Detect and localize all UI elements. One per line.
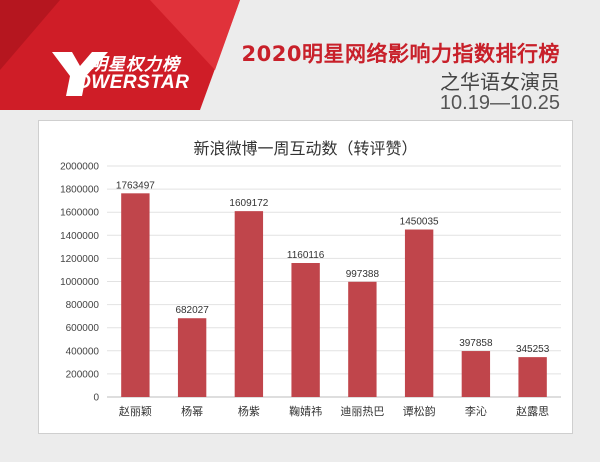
page-title: 2020明星网络影响力指数排行榜	[241, 42, 560, 66]
x-tick-label: 李沁	[465, 404, 487, 418]
y-tick-label: 1800000	[60, 185, 99, 196]
chart-title: 新浪微博一周互动数（转评赞）	[193, 139, 418, 158]
bar-chart: 0 200000 400000 600000 800000 1000000 1200000 1…	[60, 162, 561, 418]
page-subtitle: 之华语女演员	[440, 70, 560, 94]
y-tick-label: 800000	[66, 300, 100, 311]
y-tick-label: 600000	[66, 323, 100, 334]
bar	[291, 263, 320, 397]
logo-text-en: OWERSTAR	[76, 72, 190, 93]
logo-text-cn: 明星权力榜	[90, 55, 180, 75]
bar	[177, 318, 207, 397]
y-tick-label: 1400000	[60, 231, 99, 242]
data-label: 1450035	[400, 217, 439, 228]
data-label: 1763497	[116, 180, 155, 191]
data-label: 397858	[459, 338, 493, 349]
y-tick-label: 1600000	[60, 208, 99, 219]
y-tick-label: 200000	[66, 369, 100, 380]
x-tick-label: 赵露思	[516, 404, 549, 418]
x-tick-label: 迪丽热巴	[340, 405, 384, 418]
x-tick-label: 杨幂	[181, 404, 203, 418]
bar	[348, 281, 377, 397]
x-tick-label: 鞠婧祎	[289, 404, 322, 418]
chart-panel: 新浪微博一周互动数（转评赞） 0 200000 400000 600000 800000…	[38, 120, 573, 434]
date-range: 10.19—10.25	[439, 92, 560, 114]
y-tick-label: 1000000	[60, 277, 99, 288]
y-tick-label: 2000000	[60, 162, 99, 173]
x-tick-label: 杨紫	[238, 404, 260, 418]
y-tick-label: 400000	[66, 346, 100, 357]
y-tick-label: 1200000	[60, 254, 99, 265]
bar	[404, 229, 434, 397]
y-tick-label: 0	[93, 393, 99, 404]
bar	[461, 351, 491, 397]
data-label: 682027	[175, 305, 209, 316]
x-tick-label: 赵丽颖	[119, 404, 152, 418]
bar	[518, 357, 547, 397]
data-label: 345253	[516, 344, 550, 355]
data-label: 1609172	[229, 198, 268, 209]
data-label: 997388	[346, 269, 380, 280]
logo-y-icon	[52, 52, 108, 96]
data-label: 1160116	[287, 250, 325, 261]
x-tick-label: 谭松韵	[403, 404, 436, 418]
bar	[121, 193, 150, 397]
logo-banner	[0, 0, 240, 110]
bar	[234, 211, 264, 397]
